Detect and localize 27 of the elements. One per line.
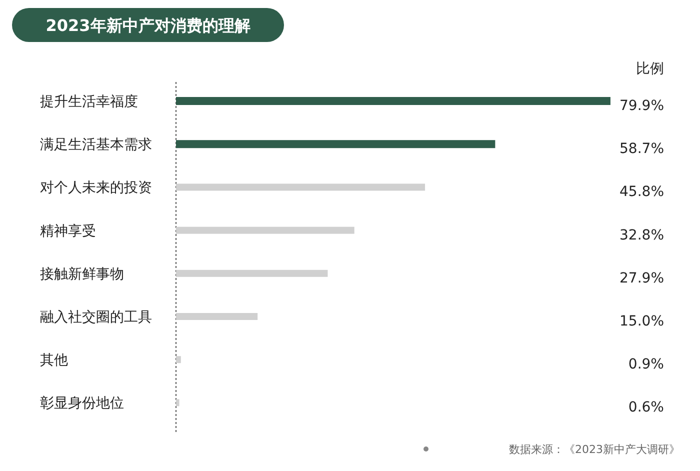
data-label: 79.9%: [620, 98, 664, 114]
bar: [176, 184, 426, 191]
x-axis-title: 比例: [636, 61, 664, 77]
y-tick-label: 其他: [40, 352, 68, 369]
data-label: 58.7%: [620, 141, 664, 158]
bar: [176, 226, 354, 234]
y-tick-label: 接触新鲜事物: [40, 266, 124, 282]
bar: [176, 313, 258, 320]
y-tick-label: 融入社交圈的工具: [40, 310, 152, 326]
chart-title: 2023年新中产对消费的理解: [46, 16, 250, 35]
data-label: 32.8%: [620, 227, 664, 244]
bar: [176, 270, 328, 277]
y-tick-label: 彰显身份地位: [40, 396, 124, 412]
data-label: 45.8%: [620, 184, 664, 200]
data-label: 0.9%: [628, 356, 664, 373]
data-label: 15.0%: [620, 314, 664, 330]
source-note: 数据来源：《2023新中产大调研》: [509, 443, 680, 456]
data-label: 27.9%: [620, 270, 664, 286]
bar: [176, 97, 610, 105]
bar: [176, 140, 496, 148]
bar: [176, 399, 180, 406]
bar: [176, 356, 181, 364]
y-tick-label: 提升生活幸福度: [40, 94, 138, 110]
y-tick-label: 精神享受: [40, 223, 96, 240]
y-tick-label: 对个人未来的投资: [40, 180, 152, 196]
data-label: 0.6%: [628, 400, 664, 416]
y-tick-label: 满足生活基本需求: [40, 137, 152, 154]
